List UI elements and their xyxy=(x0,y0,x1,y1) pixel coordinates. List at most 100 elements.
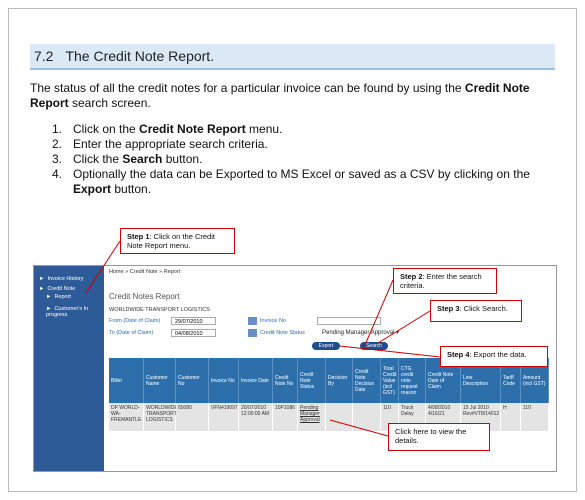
text: search screen. xyxy=(68,96,151,110)
text: Optionally the data can be Exported to M… xyxy=(73,167,530,181)
table-header: Customer Name xyxy=(144,358,176,403)
from-label: From (Date of Claim) xyxy=(109,318,161,324)
callout: Click here to view the details. xyxy=(388,423,490,451)
callout-text: : Export the data. xyxy=(469,350,527,359)
table-cell: WORLDWIDE TRANSPORT LOGISTICS xyxy=(144,403,178,431)
callout: Step 1: Click on the Credit Note Report … xyxy=(120,228,235,254)
table-cell: 10P1086 xyxy=(273,403,298,431)
callout: Step 2: Enter the search criteria. xyxy=(393,268,497,294)
nav-arrow: ► xyxy=(46,294,52,300)
callout: Step 4: Export the data. xyxy=(440,346,548,367)
text: Click on the xyxy=(73,122,140,136)
bold-text: Credit Note Report xyxy=(139,122,246,136)
nav-item[interactable]: ► Report xyxy=(46,294,96,300)
status-select[interactable]: Pending Manager Approval ▾ xyxy=(322,330,400,336)
step-text: Optionally the data can be Exported to M… xyxy=(73,167,557,197)
nav-arrow: ► xyxy=(46,306,52,312)
table-cell: 110 xyxy=(521,403,549,431)
callout-line xyxy=(339,345,441,358)
invoice-input[interactable] xyxy=(317,317,381,325)
table-header: CTG credit note request reason xyxy=(399,358,426,403)
table-header: Invoice No xyxy=(209,358,239,403)
breadcrumb: Home » Credit Note » Report xyxy=(109,269,181,275)
to-label: To (Date of Claim) xyxy=(109,330,154,336)
text: menu. xyxy=(245,122,283,136)
export-button[interactable]: Export xyxy=(312,342,340,350)
table-cell: 65080 xyxy=(176,403,209,431)
step-number: 2. xyxy=(52,137,63,151)
callout-text: : Click on the Credit Note Report menu. xyxy=(127,232,215,250)
nav-item[interactable]: ► Credit Note xyxy=(39,286,96,292)
table-cell xyxy=(353,403,381,431)
invoice-label: Invoice No xyxy=(260,318,286,324)
callout: Step 3: Click Search. xyxy=(430,300,522,322)
calendar-icon[interactable] xyxy=(248,317,257,325)
table-header: Total Credit Value (incl GST) xyxy=(381,358,399,403)
table-cell[interactable]: Pending Manager Approval xyxy=(298,403,326,431)
nav-item[interactable]: ► Customer's In progress xyxy=(46,306,96,318)
screenshot: ► Invoice History ► Credit Note ► Report ► Cust… xyxy=(33,265,557,472)
bold-text: Search xyxy=(122,152,163,166)
table-header: Customer No xyxy=(176,358,209,403)
screen-title: Credit Notes Report xyxy=(109,292,180,301)
table-header: Credit Note Decision Date xyxy=(353,358,381,403)
table-header: Invoice Date xyxy=(239,358,273,403)
section-title: The Credit Note Report. xyxy=(65,48,215,64)
step-number: 1. xyxy=(52,122,63,136)
table-header: Biller xyxy=(109,358,144,403)
table-header: Tariff Code xyxy=(501,358,521,403)
nav-label: Invoice History xyxy=(47,276,84,282)
nav-arrow: ► xyxy=(39,276,45,282)
nav-label: Credit Note xyxy=(47,286,76,292)
callout-line xyxy=(329,419,389,437)
step-text: Click on the Credit Note Report menu. xyxy=(73,122,557,137)
text: button. xyxy=(111,182,152,196)
table-header: Decision By xyxy=(326,358,353,403)
callout-line xyxy=(364,279,394,346)
bold-text: Export xyxy=(73,182,112,196)
table-cell: VFN419097 xyxy=(209,403,239,431)
nav-label: Report xyxy=(54,294,71,300)
table-header: Credit Note Status xyxy=(298,358,326,403)
step-text: Enter the appropriate search criteria. xyxy=(73,137,557,152)
section-header: 7.2 The Credit Note Report. xyxy=(30,44,555,70)
text: button. xyxy=(162,152,203,166)
side-nav: ► Invoice History ► Credit Note ► Report ► Cust… xyxy=(34,266,104,471)
table-cell xyxy=(326,403,353,431)
nav-item[interactable]: ► Invoice History xyxy=(39,276,96,282)
callout-label: Step 2 xyxy=(400,272,423,281)
from-input[interactable]: 29/07/2010 xyxy=(171,317,216,325)
callout-label: Step 3 xyxy=(437,304,460,313)
callout-text: Click here to view the details. xyxy=(395,427,467,445)
callout-label: Step 4 xyxy=(447,350,470,359)
callout-line xyxy=(377,310,431,344)
table-cell: DP WORLD-WA-FREMANTLE xyxy=(109,403,144,431)
step-number: 3. xyxy=(52,152,63,166)
page-frame xyxy=(8,8,577,492)
callout-label: Step 1 xyxy=(127,232,150,241)
to-input[interactable]: 04/08/2010 xyxy=(171,329,216,337)
table-cell: H xyxy=(501,403,521,431)
status-value: Pending Manager Approval xyxy=(322,330,395,336)
search-button[interactable]: Search xyxy=(360,342,388,350)
step-number: 4. xyxy=(52,167,63,181)
table-header: Credit Note No xyxy=(273,358,298,403)
callout-line xyxy=(85,240,121,294)
text: Enter the appropriate search criteria. xyxy=(73,137,268,151)
table-cell: 20/07/2010 12:00:00 AM xyxy=(239,403,273,431)
intro: The status of all the credit notes for a… xyxy=(30,81,550,111)
calendar-icon[interactable] xyxy=(248,329,257,337)
company: WORLDWIDE TRANSPORT LOGISTICS xyxy=(109,307,210,313)
step-text: Click the Search button. xyxy=(73,152,557,167)
text: The status of all the credit notes for a… xyxy=(30,81,465,95)
section-number: 7.2 xyxy=(34,48,54,64)
callout-text: : Enter the search criteria. xyxy=(400,272,482,290)
text: Click the xyxy=(73,152,123,166)
nav-arrow: ► xyxy=(39,286,45,292)
status-label: Credit Note Status xyxy=(260,330,305,336)
bold-text: Credit Note Report xyxy=(30,81,530,110)
nav-label: Customer's In progress xyxy=(46,306,89,318)
callout-text: : Click Search. xyxy=(459,304,508,313)
